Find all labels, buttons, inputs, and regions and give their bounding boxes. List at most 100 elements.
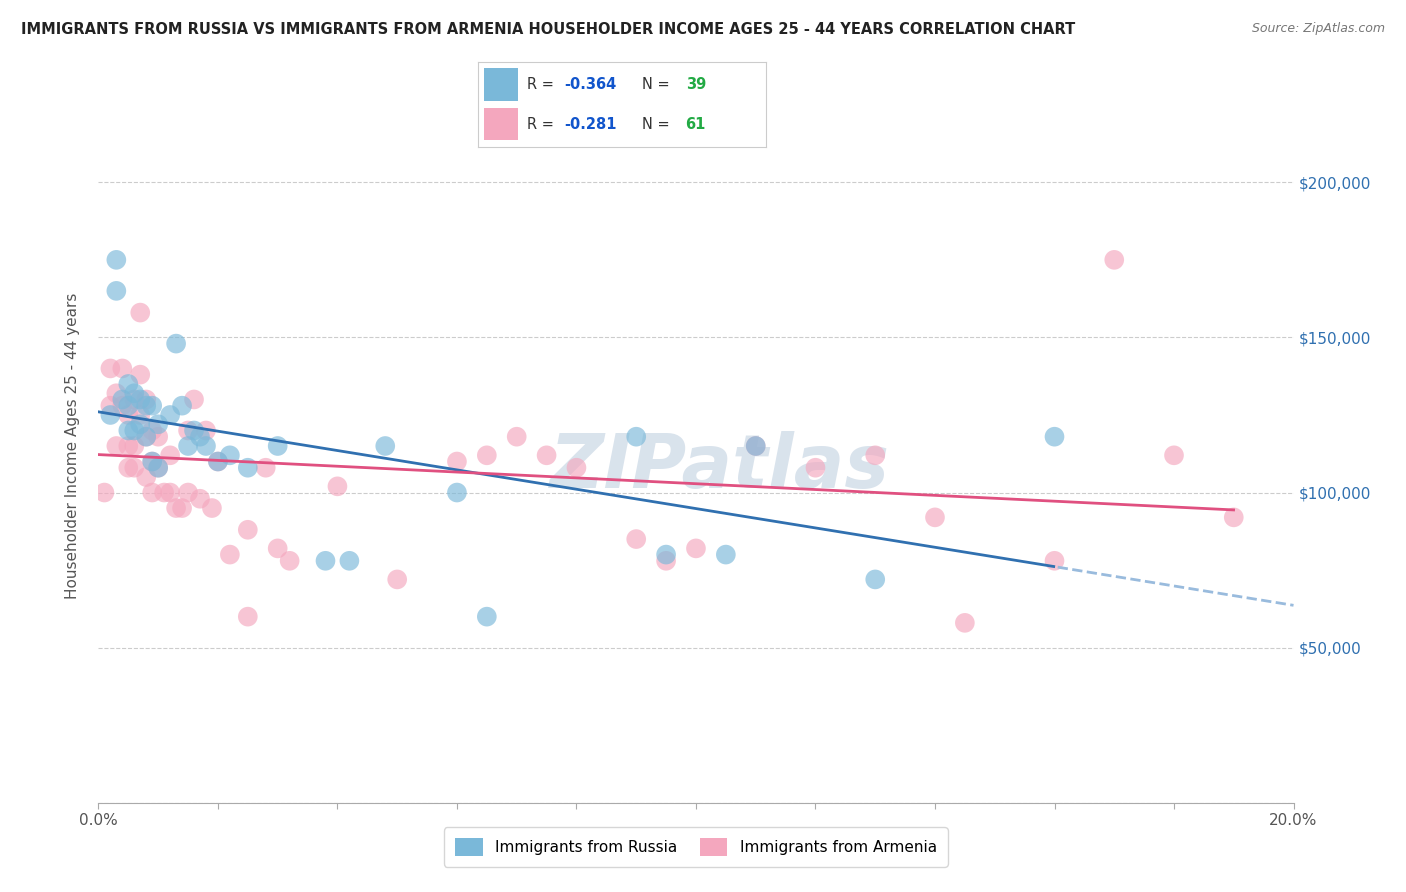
Point (236, 523, 259, 537)
Point (117, 376, 139, 391)
Point (124, 460, 146, 475)
Point (98, 408, 122, 422)
Point (565, 460, 588, 475)
Point (141, 454, 163, 468)
Point (865, 448, 887, 462)
Point (129, 417, 152, 432)
Point (315, 554, 337, 568)
Point (129, 408, 152, 422)
Point (172, 501, 194, 516)
Point (626, 430, 648, 444)
Point (135, 430, 157, 444)
Text: -0.281: -0.281 (565, 117, 617, 132)
Point (135, 399, 157, 413)
Point (153, 485, 176, 500)
Point (141, 424, 163, 438)
Point (536, 448, 558, 462)
Point (148, 417, 170, 432)
Point (236, 460, 259, 475)
Point (1223, 510, 1246, 524)
Point (267, 541, 290, 556)
Point (165, 336, 187, 351)
Point (1163, 448, 1185, 462)
Point (207, 454, 229, 468)
Point (148, 460, 170, 475)
Point (655, 554, 678, 568)
Point (183, 392, 205, 407)
Text: Source: ZipAtlas.com: Source: ZipAtlas.com (1251, 22, 1385, 36)
Text: R =: R = (527, 77, 558, 92)
Point (1043, 430, 1066, 444)
Bar (484, 108, 519, 140)
Point (105, 252, 128, 267)
Point (117, 399, 139, 413)
Point (165, 501, 187, 516)
Point (177, 424, 200, 438)
Point (177, 439, 200, 453)
Point (219, 448, 242, 462)
Point (374, 439, 396, 453)
Point (267, 439, 290, 453)
Point (236, 609, 259, 624)
Point (117, 460, 139, 475)
Point (475, 609, 498, 624)
Point (124, 392, 146, 407)
Point (219, 548, 242, 562)
Point (141, 485, 163, 500)
Point (195, 439, 218, 453)
Point (98, 361, 122, 376)
Point (148, 430, 170, 444)
Point (159, 408, 181, 422)
Text: R =: R = (527, 117, 558, 132)
Point (105, 284, 128, 298)
Point (446, 485, 468, 500)
Y-axis label: Householder Income Ages 25 - 44 years: Householder Income Ages 25 - 44 years (65, 293, 80, 599)
Point (385, 573, 409, 587)
Point (326, 479, 349, 493)
Text: ZIPatlas: ZIPatlas (550, 431, 890, 504)
Bar (484, 69, 519, 101)
Legend: Immigrants from Russia, Immigrants from Armenia: Immigrants from Russia, Immigrants from … (444, 828, 948, 866)
Point (124, 439, 146, 453)
Point (93, 485, 115, 500)
Point (129, 368, 152, 382)
Point (148, 460, 170, 475)
Point (953, 615, 976, 630)
Point (177, 485, 200, 500)
Text: 39: 39 (686, 77, 706, 92)
Point (804, 460, 827, 475)
Point (129, 392, 152, 407)
Point (111, 361, 134, 376)
Point (475, 448, 498, 462)
Point (117, 439, 139, 453)
Text: N =: N = (643, 77, 675, 92)
Point (339, 554, 361, 568)
Point (111, 392, 134, 407)
Point (865, 573, 887, 587)
Point (135, 430, 157, 444)
Point (201, 501, 224, 516)
Point (207, 454, 229, 468)
Point (172, 399, 194, 413)
Point (506, 430, 529, 444)
Point (159, 485, 181, 500)
Text: -0.364: -0.364 (565, 77, 617, 92)
Point (135, 392, 157, 407)
Point (745, 439, 768, 453)
Point (111, 399, 134, 413)
Point (141, 454, 163, 468)
Point (117, 408, 139, 422)
Text: IMMIGRANTS FROM RUSSIA VS IMMIGRANTS FROM ARMENIA HOUSEHOLDER INCOME AGES 25 - 4: IMMIGRANTS FROM RUSSIA VS IMMIGRANTS FRO… (21, 22, 1076, 37)
Point (129, 305, 152, 319)
Point (446, 454, 468, 468)
Point (924, 510, 946, 524)
Point (124, 424, 146, 438)
Text: 61: 61 (686, 117, 706, 132)
Point (626, 532, 648, 546)
Point (188, 491, 211, 506)
Point (714, 548, 737, 562)
Text: N =: N = (643, 117, 675, 132)
Point (117, 424, 139, 438)
Point (278, 554, 301, 568)
Point (159, 448, 181, 462)
